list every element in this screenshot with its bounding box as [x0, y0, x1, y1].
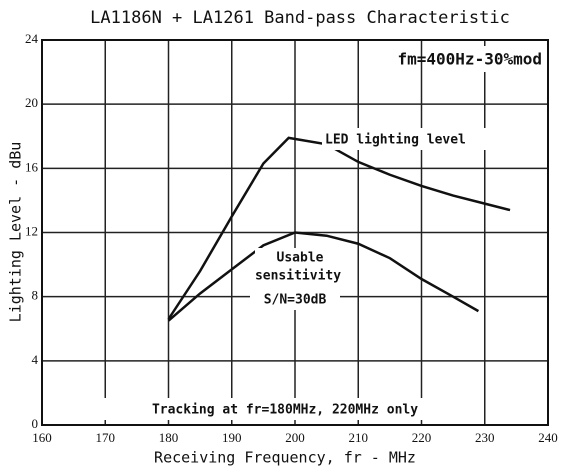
- annotation: S/N=30dB: [264, 293, 327, 308]
- annotation: sensitivity: [255, 269, 341, 284]
- y-axis-label: Lighting Level - dBu: [7, 142, 25, 323]
- x-tick-label: 220: [412, 430, 432, 445]
- x-tick-label: 180: [159, 430, 179, 445]
- x-tick-label: 170: [96, 430, 116, 445]
- x-tick-label: 200: [285, 430, 305, 445]
- y-tick-label: 12: [25, 223, 38, 238]
- x-tick-label: 210: [349, 430, 369, 445]
- y-tick-label: 8: [32, 288, 39, 303]
- label-background: [250, 290, 340, 310]
- y-tick-label: 0: [32, 416, 39, 431]
- x-tick-label: 160: [32, 430, 52, 445]
- annotation: Usable: [277, 251, 324, 266]
- chart-title: LA1186N + LA1261 Band-pass Characteristi…: [90, 8, 510, 28]
- label-background: [255, 248, 345, 290]
- line-series: [167, 231, 480, 322]
- label-background: [100, 398, 470, 420]
- legend-label: LED lighting level: [325, 133, 466, 148]
- label-background: [322, 128, 522, 150]
- annotation: Tracking at fr=180MHz, 220MHz only: [152, 403, 418, 418]
- line-series: [167, 136, 511, 320]
- x-tick-label: 190: [222, 430, 242, 445]
- y-tick-label: 20: [25, 95, 38, 110]
- y-tick-label: 24: [25, 31, 39, 46]
- y-tick-label: 4: [32, 352, 39, 367]
- annotation: fm=400Hz-30%mod: [398, 50, 543, 69]
- x-tick-label: 240: [538, 430, 558, 445]
- x-axis-label: Receiving Frequency, fr - MHz: [154, 449, 416, 467]
- y-tick-label: 16: [25, 159, 39, 174]
- plot-frame: [41, 39, 549, 426]
- x-tick-label: 230: [475, 430, 495, 445]
- label-background: [428, 46, 546, 72]
